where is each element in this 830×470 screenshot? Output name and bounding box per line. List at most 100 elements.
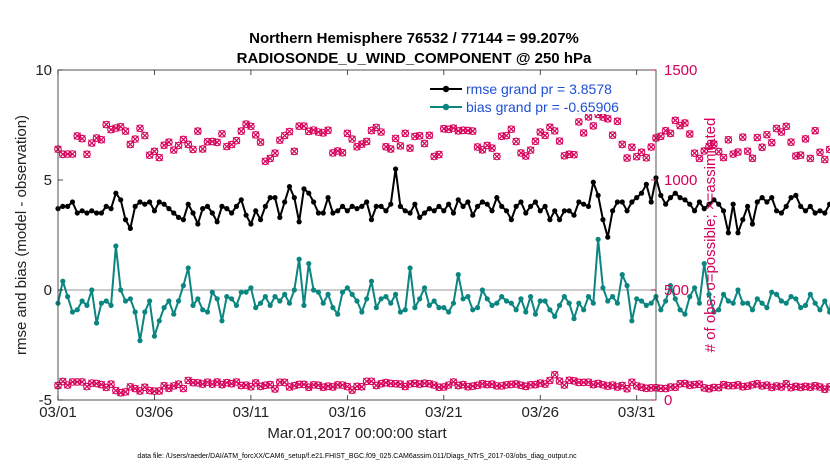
obs-assimilated-point [425,131,434,140]
rmse-point [368,217,375,223]
obs-assimilated_low-point [531,380,540,389]
rmse-point [817,208,823,214]
rmse-point [286,184,293,190]
obs-possible_low-point [309,380,318,389]
obs-cross-stroke [536,128,544,136]
obs-assimilated-point [430,152,438,161]
obs-assimilated-point [223,142,231,151]
obs-cross-stroke [464,383,472,391]
rmse-point [436,203,442,209]
obs-possible-point [685,130,694,138]
bias-point [556,302,563,308]
bias-point [378,296,384,302]
obs-cross-stroke [227,379,236,388]
obs-cross-stroke [372,123,381,132]
rmse-point [643,181,649,187]
obs-cross-stroke [271,385,279,393]
obs-assimilated_low-point [522,382,530,391]
obs-possible-point [637,148,646,157]
rmse-point [687,201,693,207]
obs-possible_low-point [690,380,699,389]
bias-point [277,298,283,304]
bias-point [720,291,727,297]
obs-possible_low-point [275,378,284,387]
obs-cross-stroke [628,143,636,151]
obs-assimilated_low-point [290,381,299,390]
obs-assimilated-point [473,143,482,151]
obs-cross-stroke [141,383,149,391]
obs-possible_low-point [107,380,115,389]
obs-assimilated_low-point [705,385,713,393]
obs-cross-stroke [637,148,646,157]
obs-possible-point [690,149,699,158]
obs-cross-stroke [420,139,429,148]
obs-cross-stroke [739,133,747,141]
obs-possible_low-point [406,380,414,388]
rmse-point [518,199,524,205]
obs-cross-stroke [411,132,419,141]
obs-cross-stroke [435,150,443,159]
obs-possible-point [300,122,308,130]
bias-point [311,287,317,293]
obs-cross-stroke [628,378,636,386]
bias-point [122,298,129,304]
obs-possible-point [406,144,414,152]
obs-assimilated-point [604,115,612,123]
obs-cross-stroke [218,380,226,389]
obs-possible_low-point [628,378,636,387]
bias-point [571,316,577,322]
obs-assimilated-point [232,136,241,145]
bias-point [643,302,649,308]
obs-cross-stroke [473,143,482,151]
bias-point [812,300,818,306]
obs-cross-stroke [599,381,607,389]
rmse-point [262,203,268,209]
obs-cross-stroke [348,135,356,143]
obs-assimilated_low-point [136,387,144,395]
obs-assimilated_low-point [632,382,641,390]
obs-cross-stroke [758,143,766,151]
obs-cross-stroke [242,120,250,128]
obs-possible-point [63,150,72,158]
bias-point [349,291,355,297]
obs-assimilated_low-point [440,383,448,391]
rmse-point [364,199,370,205]
rmse-point [267,195,273,201]
rmse-point [614,199,621,205]
obs-assimilated_low-point [141,383,149,391]
obs-assimilated-point [309,126,318,134]
obs-assimilated-point [512,137,520,146]
obs-possible-point [280,131,289,140]
bias-point [257,300,264,306]
obs-cross-stroke [546,123,554,131]
obs-assimilated-point [218,130,226,138]
obs-cross-stroke [179,135,188,144]
obs-cross-stroke [338,381,347,389]
bias-point [600,285,606,291]
rmse-point [735,230,741,236]
obs-possible-point [377,128,385,136]
obs-cross-stroke [358,140,366,148]
obs-assimilated-point [107,125,115,134]
rmse-point [69,199,76,205]
x-axis-label: Mar.01,2017 00:00:00 start [267,425,447,442]
bias-point [421,285,428,291]
obs-assimilated_low-point [232,378,241,386]
obs-cross-stroke [459,380,467,389]
obs-cross-stroke [440,383,448,391]
bias-point [209,289,215,295]
obs-cross-stroke [415,132,424,140]
rmse-point [175,214,182,220]
obs-possible-point [623,154,631,162]
bias-point [696,300,703,306]
chart-title-line2: RADIOSONDE_U_WIND_COMPONENT @ 250 hPa [237,50,592,67]
obs-cross-stroke [174,380,183,388]
obs-possible_low-point [271,385,279,393]
obs-cross-stroke [661,384,670,393]
rmse-point [571,212,577,218]
x-tick-label: 03/31 [618,404,656,421]
obs-possible-point [459,126,467,135]
obs-cross-stroke [792,152,800,160]
rmse-point [590,179,596,185]
